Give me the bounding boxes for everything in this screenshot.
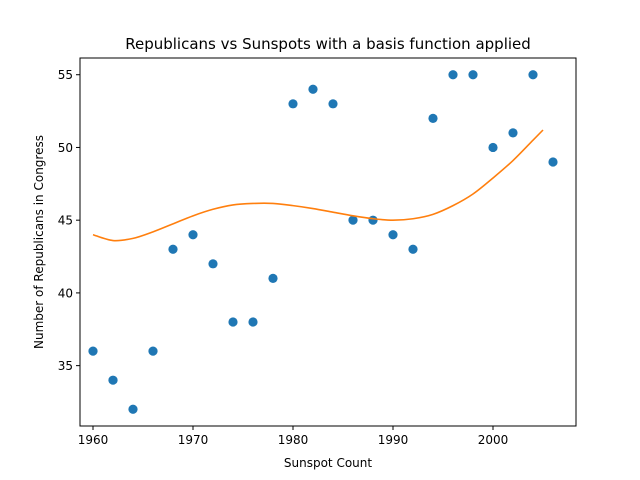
x-tick-label: 1970	[178, 433, 209, 447]
data-point	[448, 70, 458, 80]
y-tick-label: 55	[58, 68, 73, 82]
y-tick-label: 35	[58, 359, 73, 373]
data-point	[168, 244, 178, 254]
data-point	[88, 346, 98, 356]
axes-frame	[79, 57, 577, 427]
data-point	[228, 317, 238, 327]
data-point	[368, 215, 378, 225]
data-point	[148, 346, 158, 356]
data-point	[528, 70, 538, 80]
x-axis-label: Sunspot Count	[284, 456, 372, 470]
y-axis: 35 40 45 50 55	[58, 68, 80, 373]
x-tick-label: 2000	[478, 433, 509, 447]
data-point	[508, 128, 518, 138]
data-point	[388, 230, 398, 240]
y-axis-label: Number of Republicans in Congress	[32, 135, 46, 349]
data-point	[248, 317, 258, 327]
data-point	[468, 70, 478, 80]
data-point	[548, 157, 558, 167]
plot-area	[88, 70, 558, 414]
basis-fit-curve	[92, 129, 544, 242]
y-tick-label: 50	[58, 141, 73, 155]
y-tick-label: 40	[58, 286, 73, 300]
x-tick-label: 1960	[78, 433, 109, 447]
data-point	[488, 142, 498, 153]
x-axis: 1960 1970 1980 1990 2000	[78, 426, 509, 447]
chart-title: Republicans vs Sunspots with a basis fun…	[125, 35, 531, 53]
data-point	[348, 215, 358, 225]
y-tick-label: 45	[58, 214, 73, 228]
data-point	[268, 273, 278, 283]
data-point	[328, 99, 338, 109]
data-point	[408, 244, 418, 254]
x-tick-label: 1980	[278, 433, 309, 447]
x-tick-label: 1990	[378, 433, 409, 447]
data-point	[208, 259, 218, 269]
data-point	[308, 84, 318, 94]
data-point	[188, 230, 198, 240]
data-point	[108, 375, 118, 385]
data-point	[428, 113, 438, 123]
data-point	[288, 99, 298, 109]
data-point	[128, 404, 138, 414]
